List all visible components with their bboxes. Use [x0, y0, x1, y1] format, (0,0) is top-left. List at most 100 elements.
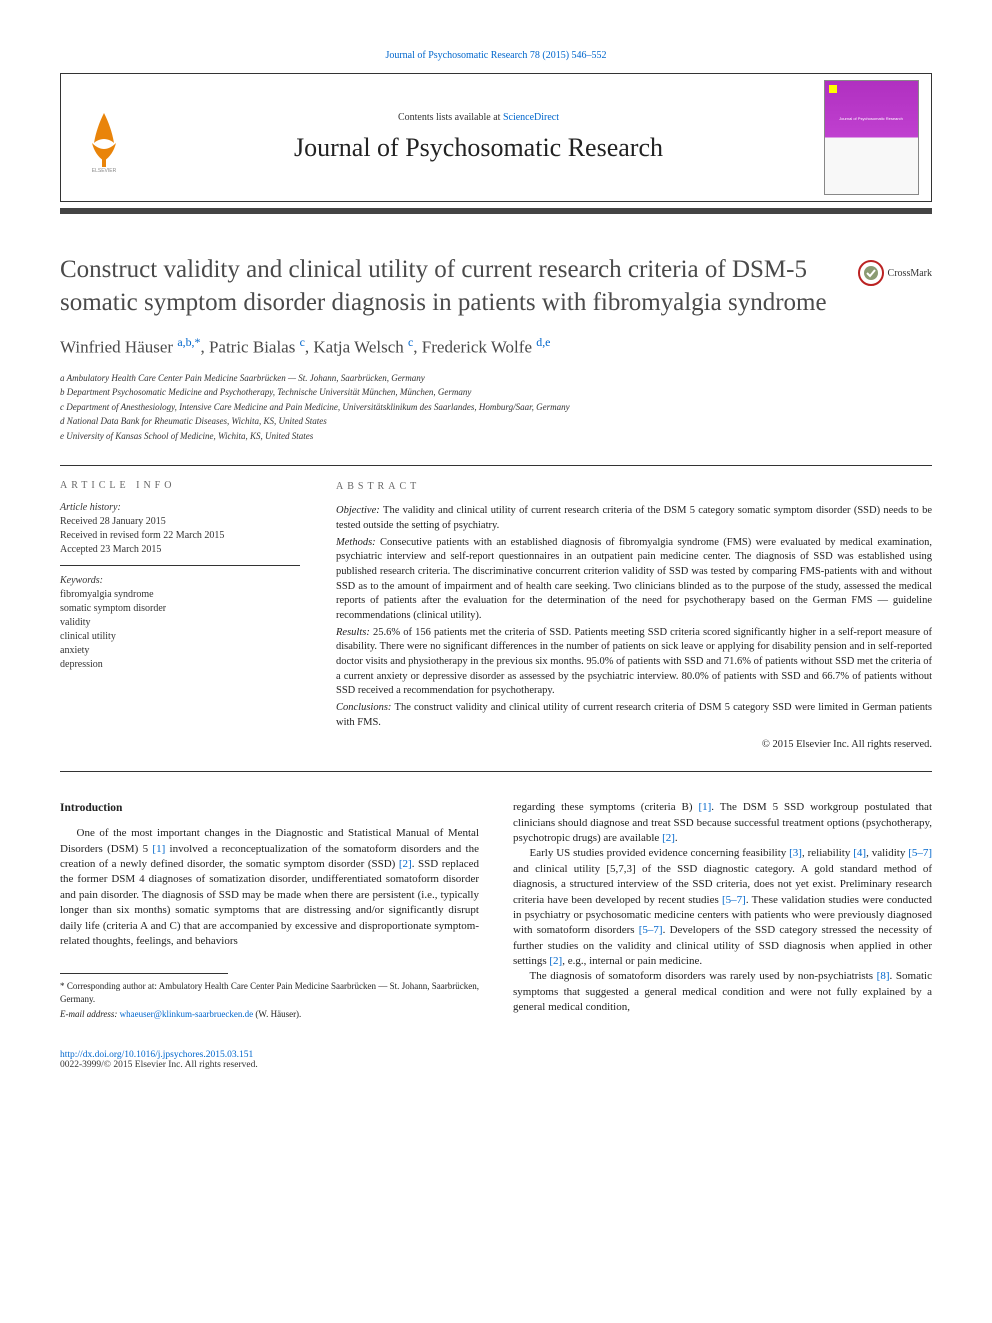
abstract-methods: Methods: Consecutive patients with an es…: [336, 536, 932, 624]
abstract-conclusions-text: The construct validity and clinical util…: [336, 702, 932, 728]
footer-left: http://dx.doi.org/10.1016/j.jpsychores.2…: [60, 1050, 258, 1070]
body-para-2: Early US studies provided evidence conce…: [513, 846, 932, 969]
history-accepted: Accepted 23 March 2015: [60, 543, 300, 557]
issue-citation[interactable]: Journal of Psychosomatic Research 78 (20…: [60, 50, 932, 61]
email-label: E-mail address:: [60, 1009, 120, 1019]
page-footer: http://dx.doi.org/10.1016/j.jpsychores.2…: [60, 1050, 932, 1070]
contents-line: Contents lists available at ScienceDirec…: [398, 112, 559, 123]
author-sep-1: ,: [200, 338, 209, 357]
affiliation-b: b Department Psychosomatic Medicine and …: [60, 386, 932, 400]
history-received: Received 28 January 2015: [60, 515, 300, 529]
author-list: Winfried Häuser a,b,*, Patric Bialas c, …: [60, 335, 932, 358]
keyword-3: validity: [60, 616, 300, 630]
corr-text: Corresponding author at: Ambulatory Heal…: [60, 981, 479, 1004]
introduction-heading: Introduction: [60, 800, 479, 816]
history-revised: Received in revised form 22 March 2015: [60, 529, 300, 543]
history-label: Article history:: [60, 501, 300, 515]
abstract-conclusions-label: Conclusions:: [336, 702, 395, 713]
affiliation-e: e University of Kansas School of Medicin…: [60, 430, 932, 444]
title-row: Construct validity and clinical utility …: [60, 254, 932, 319]
crossmark-badge[interactable]: CrossMark: [858, 260, 932, 286]
abstract-copyright: © 2015 Elsevier Inc. All rights reserved…: [336, 738, 932, 753]
author-4: Frederick Wolfe: [422, 338, 536, 357]
ref-2a[interactable]: [2]: [399, 858, 412, 870]
corresponding-footnote: * Corresponding author at: Ambulatory He…: [60, 980, 479, 1005]
body-columns: Introduction One of the most important c…: [60, 800, 932, 1022]
journal-name: Journal of Psychosomatic Research: [294, 133, 663, 163]
ref-2b[interactable]: [2]: [662, 832, 675, 844]
affiliation-c: c Department of Anesthesiology, Intensiv…: [60, 401, 932, 415]
ref-5-7b[interactable]: [5–7]: [722, 894, 746, 906]
affiliations: a Ambulatory Health Care Center Pain Med…: [60, 372, 932, 444]
elsevier-tree-logo: ELSEVIER: [74, 103, 134, 173]
ref-4[interactable]: [4]: [853, 847, 866, 859]
page: Journal of Psychosomatic Research 78 (20…: [0, 0, 992, 1120]
journal-header: ELSEVIER Contents lists available at Sci…: [60, 73, 932, 202]
ref-3[interactable]: [3]: [789, 847, 802, 859]
sciencedirect-link[interactable]: ScienceDirect: [503, 112, 559, 123]
header-center: Contents lists available at ScienceDirec…: [146, 74, 811, 201]
ref-5-7c[interactable]: [5–7]: [639, 924, 663, 936]
header-rule: [60, 208, 932, 214]
journal-cover-thumb: Journal of Psychosomatic Research: [824, 80, 919, 195]
ref-5-7a[interactable]: [5–7]: [908, 847, 932, 859]
ref-1[interactable]: [1]: [152, 843, 165, 855]
svg-text:ELSEVIER: ELSEVIER: [91, 168, 116, 173]
email-footnote: E-mail address: whaeuser@klinkum-saarbru…: [60, 1008, 479, 1021]
crossmark-label: CrossMark: [888, 268, 932, 279]
abstract-objective-text: The validity and clinical utility of cur…: [336, 505, 932, 531]
abstract-heading: abstract: [336, 480, 932, 494]
body-p2a: Early US studies provided evidence conce…: [530, 847, 790, 859]
affiliation-d: d National Data Bank for Rheumatic Disea…: [60, 415, 932, 429]
body-p1d-a: regarding these symptoms (criteria B): [513, 801, 698, 813]
corresponding-email[interactable]: whaeuser@klinkum-saarbruecken.de: [120, 1009, 253, 1019]
author-1-affil[interactable]: a,b,: [177, 335, 194, 349]
abstract-objective: Objective: The validity and clinical uti…: [336, 504, 932, 533]
keyword-4: clinical utility: [60, 630, 300, 644]
abstract-col: abstract Objective: The validity and cli…: [336, 480, 932, 753]
body-p1c: . SSD replaced the former DSM 4 diagnose…: [60, 858, 479, 947]
article-title: Construct validity and clinical utility …: [60, 254, 858, 319]
article-history-block: Article history: Received 28 January 201…: [60, 501, 300, 566]
keyword-5: anxiety: [60, 644, 300, 658]
body-p1d-c: .: [675, 832, 678, 844]
author-3: Katja Welsch: [313, 338, 408, 357]
journal-cover-label: Journal of Psychosomatic Research: [829, 116, 914, 121]
affiliation-a: a Ambulatory Health Care Center Pain Med…: [60, 372, 932, 386]
keyword-2: somatic symptom disorder: [60, 602, 300, 616]
info-abstract-row: article info Article history: Received 2…: [60, 465, 932, 772]
keywords-label: Keywords:: [60, 574, 300, 588]
ref-2c[interactable]: [2]: [549, 955, 562, 967]
doi-link[interactable]: http://dx.doi.org/10.1016/j.jpsychores.2…: [60, 1050, 253, 1060]
abstract-methods-text: Consecutive patients with an established…: [336, 537, 932, 621]
footnotes: * Corresponding author at: Ambulatory He…: [60, 980, 479, 1020]
abstract-results-text: 25.6% of 156 patients met the criteria o…: [336, 627, 932, 697]
issn-copyright: 0022-3999/© 2015 Elsevier Inc. All right…: [60, 1060, 258, 1070]
keywords-block: Keywords: fibromyalgia syndrome somatic …: [60, 574, 300, 680]
article-info-heading: article info: [60, 480, 300, 491]
body-p2c: , validity: [866, 847, 908, 859]
abstract-results: Results: 25.6% of 156 patients met the c…: [336, 626, 932, 699]
contents-prefix: Contents lists available at: [398, 112, 503, 123]
ref-1b[interactable]: [1]: [698, 801, 711, 813]
author-1: Winfried Häuser: [60, 338, 177, 357]
abstract-results-label: Results:: [336, 627, 373, 638]
issue-citation-link[interactable]: Journal of Psychosomatic Research 78 (20…: [385, 50, 606, 61]
body-p2g: , e.g., internal or pain medicine.: [562, 955, 702, 967]
body-para-1: One of the most important changes in the…: [60, 826, 479, 949]
ref-8[interactable]: [8]: [877, 970, 890, 982]
publisher-logo-cell: ELSEVIER: [61, 74, 146, 201]
body-para-1-cont: regarding these symptoms (criteria B) [1…: [513, 800, 932, 846]
author-2: Patric Bialas: [209, 338, 300, 357]
author-4-affil[interactable]: d,e: [536, 335, 550, 349]
header-right: Journal of Psychosomatic Research: [811, 74, 931, 201]
abstract-objective-label: Objective:: [336, 505, 383, 516]
email-suffix: (W. Häuser).: [253, 1009, 301, 1019]
body-para-3: The diagnosis of somatoform disorders wa…: [513, 969, 932, 1015]
keyword-1: fibromyalgia syndrome: [60, 588, 300, 602]
keyword-6: depression: [60, 658, 300, 672]
footnote-separator: [60, 973, 228, 974]
body-p3a: The diagnosis of somatoform disorders wa…: [530, 970, 877, 982]
corr-star: *: [60, 981, 67, 991]
article-info-col: article info Article history: Received 2…: [60, 480, 300, 753]
